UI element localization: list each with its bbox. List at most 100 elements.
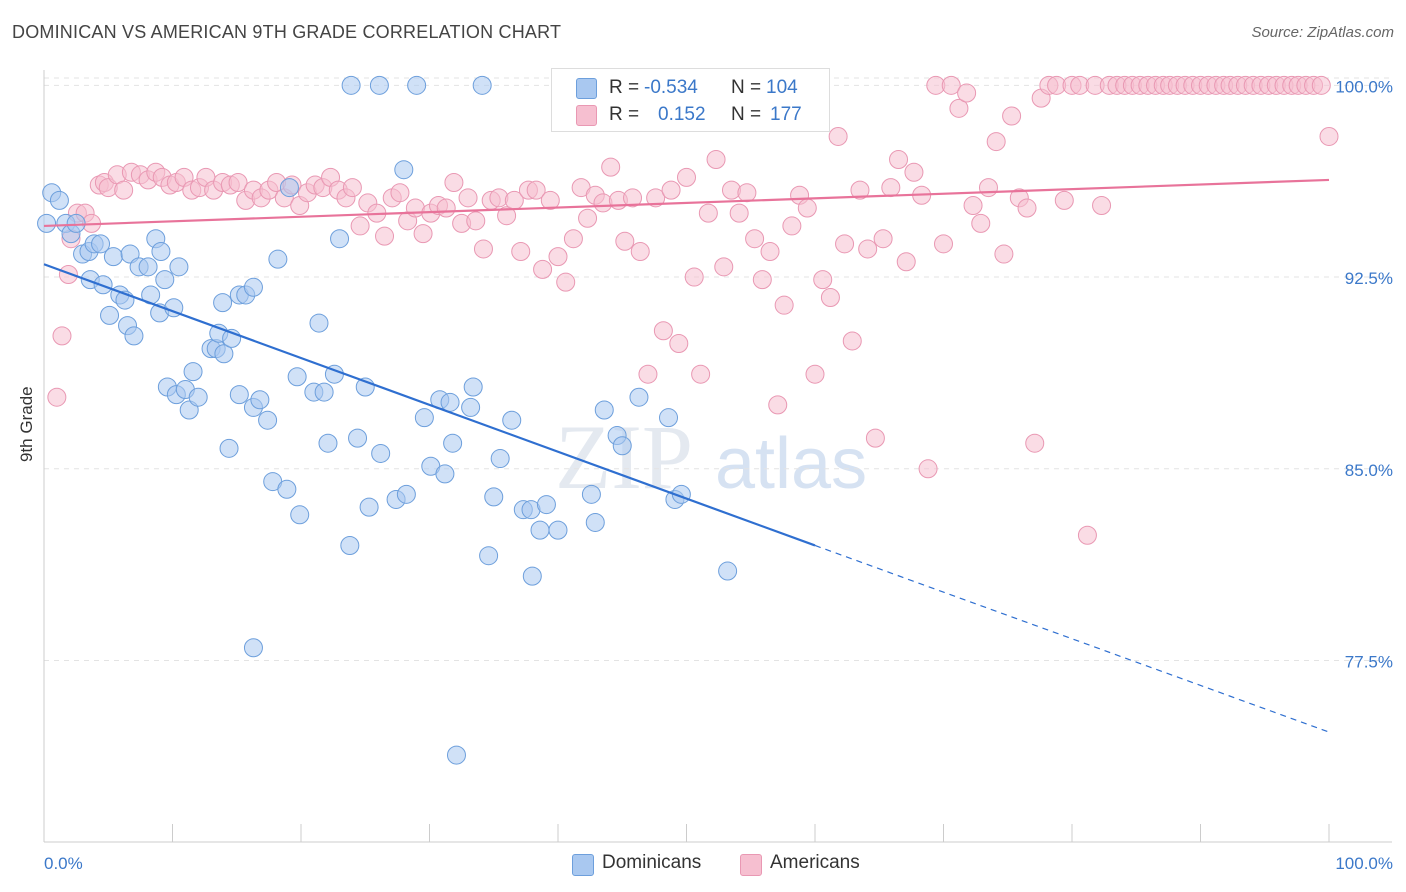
american-point <box>873 229 893 249</box>
dominicans-points <box>37 75 738 765</box>
american-point <box>350 216 370 236</box>
legend-swatch-pink <box>740 854 762 876</box>
american-point <box>526 180 546 200</box>
american-point <box>889 149 909 169</box>
dominican-point <box>461 397 481 417</box>
dominican-point <box>414 408 434 428</box>
dominican-point <box>268 249 288 269</box>
dominican-point <box>37 213 57 233</box>
american-point <box>533 259 553 279</box>
american-point <box>949 98 969 118</box>
american-point <box>375 226 395 246</box>
legend-n-label: N = <box>731 104 762 125</box>
legend-label-dominicans: Dominicans <box>602 852 702 873</box>
dominican-point <box>490 449 510 469</box>
american-point <box>342 178 362 198</box>
dominican-point <box>502 410 522 430</box>
dominican-point <box>359 497 379 517</box>
dominican-point <box>318 433 338 453</box>
dominican-point <box>371 443 391 463</box>
american-point <box>760 241 780 261</box>
x-tick-label: 0.0% <box>44 854 83 873</box>
dominican-point <box>290 505 310 525</box>
y-tick-label: 77.5% <box>1345 653 1393 672</box>
dominican-point <box>277 479 297 499</box>
dominican-point <box>629 387 649 407</box>
dominican-point <box>581 484 601 504</box>
legend-n-label: N = <box>731 77 762 98</box>
american-point <box>842 331 862 351</box>
dominican-point <box>548 520 568 540</box>
american-point <box>556 272 576 292</box>
american-point <box>1002 106 1022 126</box>
american-point <box>1311 75 1331 95</box>
dominican-point <box>407 75 427 95</box>
dominican-point <box>213 293 233 313</box>
american-point <box>497 206 517 226</box>
dominican-point <box>472 75 492 95</box>
dominicans-trend-extension <box>814 544 1330 733</box>
dominican-point <box>348 428 368 448</box>
american-point <box>934 234 953 254</box>
watermark-atlas: atlas <box>715 424 867 504</box>
american-point <box>691 364 711 384</box>
american-point <box>540 190 560 210</box>
legend-row-dominicans: R = -0.534 N = 104 <box>552 73 829 101</box>
dominican-point <box>229 385 249 405</box>
american-point <box>797 198 817 218</box>
dominican-point <box>124 326 144 346</box>
american-point <box>896 252 916 272</box>
american-point <box>768 395 788 415</box>
legend-swatch-blue <box>576 78 597 99</box>
dominican-point <box>484 487 504 507</box>
dominican-point <box>243 277 263 297</box>
american-point <box>994 244 1014 264</box>
american-point <box>52 326 72 346</box>
tick-labels: 77.5% 85.0% 92.5% 100.0% 0.0% 100.0% <box>44 77 1393 873</box>
american-point <box>578 208 598 228</box>
american-point <box>881 178 901 198</box>
american-point <box>563 229 583 249</box>
legend-n-value: 177 <box>770 104 802 125</box>
american-point <box>858 239 878 259</box>
american-point <box>828 126 848 146</box>
dominicans-trend-line <box>43 263 816 547</box>
american-point <box>653 321 673 341</box>
legend-r-value: -0.534 <box>644 77 698 98</box>
american-point <box>436 198 456 218</box>
dominican-point <box>369 75 389 95</box>
american-point <box>228 172 248 192</box>
american-point <box>904 162 924 182</box>
americans-points <box>47 75 1339 545</box>
dominican-point <box>188 387 208 407</box>
american-point <box>978 178 998 198</box>
dominican-point <box>341 75 361 95</box>
american-point <box>638 364 658 384</box>
legend-r-value: 0.152 <box>658 104 706 125</box>
dominican-point <box>396 484 416 504</box>
dominican-point <box>530 520 550 540</box>
american-point <box>114 180 134 200</box>
american-point <box>615 231 635 251</box>
american-point <box>971 213 991 233</box>
american-point <box>1092 195 1112 215</box>
dominican-point <box>314 382 334 402</box>
dominican-point <box>394 160 414 180</box>
dominican-point <box>718 561 738 581</box>
legend-r-label: R = <box>609 104 640 125</box>
american-point <box>737 183 757 203</box>
trend-lines <box>43 178 1330 733</box>
american-point <box>1017 198 1037 218</box>
american-point <box>835 234 855 254</box>
american-point <box>473 239 493 259</box>
dominican-point <box>100 305 120 325</box>
legend-swatch-pink <box>576 105 597 126</box>
dominican-point <box>340 535 360 555</box>
dominican-point <box>463 377 483 397</box>
y-tick-label: 92.5% <box>1345 269 1393 288</box>
american-point <box>805 364 825 384</box>
american-point <box>677 167 696 187</box>
dominican-point <box>443 433 463 453</box>
american-point <box>986 132 1006 152</box>
